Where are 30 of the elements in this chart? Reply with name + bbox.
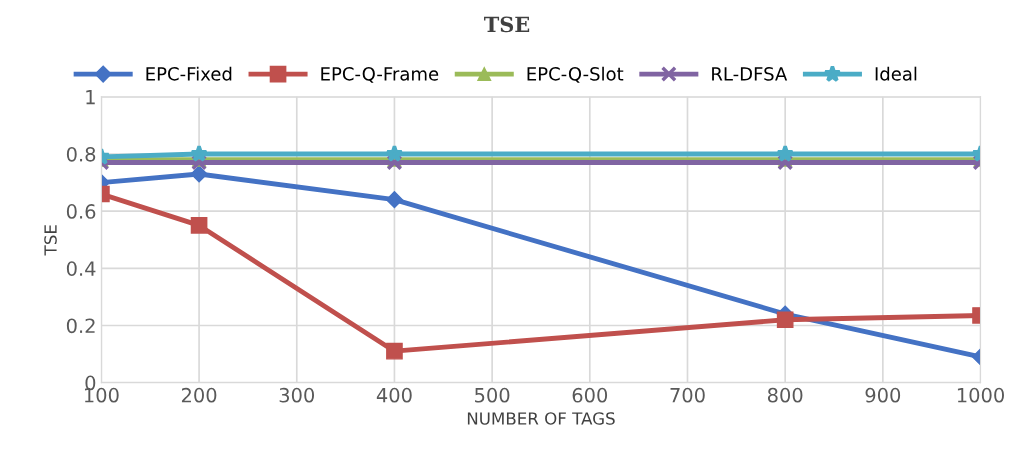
x-axis-title: NUMBER OF TAGS xyxy=(467,412,615,425)
y-tick-label: 1 xyxy=(86,90,95,105)
x-tick-label: 700 xyxy=(670,387,705,403)
y-axis-title: TSE xyxy=(44,225,57,256)
legend-label: Ideal xyxy=(875,66,917,81)
point xyxy=(190,144,209,162)
y-tick-label: 0.6 xyxy=(66,204,96,219)
x-tick-label: 300 xyxy=(279,387,315,403)
x-tick-label: 600 xyxy=(572,387,608,403)
point xyxy=(386,154,403,171)
point xyxy=(190,165,208,183)
point xyxy=(191,154,208,171)
point xyxy=(385,144,404,162)
y-tick-label: 0.4 xyxy=(66,261,96,276)
x-tick-label: 1000 xyxy=(957,387,1004,403)
y-tick-label: 0.8 xyxy=(66,146,96,162)
x-tick-label: 500 xyxy=(475,387,510,403)
y-tick-label: 0.2 xyxy=(66,318,95,334)
legend-label: EPC-Q-Slot xyxy=(527,66,624,83)
legend-label: RL-DFSA xyxy=(712,67,788,81)
point xyxy=(386,342,403,360)
chart-title: TSE xyxy=(484,16,530,33)
point xyxy=(385,191,403,209)
x-tick-label: 200 xyxy=(181,387,217,403)
legend-label: EPC-Fixed xyxy=(146,66,232,81)
x-tick-label: 800 xyxy=(767,387,803,403)
point xyxy=(190,217,208,234)
x-tick-label: 400 xyxy=(376,387,412,403)
legend-label: EPC-Q-Frame xyxy=(321,67,439,83)
x-tick-label: 900 xyxy=(865,387,901,403)
